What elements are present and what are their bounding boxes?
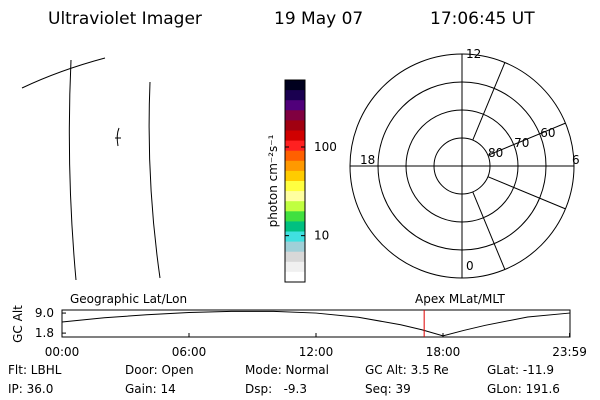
polar-hour-label: 0 xyxy=(466,259,474,273)
info-field: IP: 36.0 xyxy=(8,382,53,396)
colorbar-tick-label: 10 xyxy=(314,229,329,243)
info-field: GC Alt: 3.5 Re xyxy=(365,363,449,377)
colorbar-segment xyxy=(285,241,305,253)
colorbar-segment xyxy=(285,170,305,182)
info-field: Gain: 14 xyxy=(125,382,176,396)
x-tick-label: 18:00 xyxy=(426,345,461,359)
colorbar-segment xyxy=(285,181,305,192)
colorbar-segment xyxy=(285,231,305,243)
colorbar-tick-label: 100 xyxy=(314,140,337,154)
colorbar-segment xyxy=(285,261,305,273)
colorbar: 10 100 xyxy=(284,79,337,283)
polar-ring-label: 60 xyxy=(540,126,555,140)
x-tick-label: 00:00 xyxy=(45,345,80,359)
colorbar-frame xyxy=(284,79,306,283)
info-field: GLat: -11.9 xyxy=(487,363,554,377)
polar-spoke xyxy=(472,191,506,270)
colorbar-segment xyxy=(285,150,305,162)
map-mark xyxy=(115,127,121,147)
colorbar-segment xyxy=(285,120,305,131)
colorbar-segment xyxy=(285,221,305,232)
colorbar-segment xyxy=(285,130,305,142)
colorbar-segment xyxy=(285,211,305,222)
colorbar-segment xyxy=(285,100,305,111)
polar-spoke xyxy=(472,62,506,141)
altitude-line xyxy=(61,310,570,337)
map-line xyxy=(68,59,77,281)
colorbar-label: photon cm⁻²s⁻¹ xyxy=(266,134,280,227)
colorbar-segment xyxy=(285,90,305,101)
polar-hour-label: 12 xyxy=(466,47,481,61)
date: 19 May 07 xyxy=(274,9,363,29)
x-tick-label: 06:00 xyxy=(172,345,207,359)
plot-subtitle: Apex MLat/MLT xyxy=(415,292,505,306)
colorbar-segment xyxy=(285,160,305,172)
y-tick-label: 1.8 xyxy=(35,326,54,340)
polar-spoke xyxy=(487,122,566,156)
info-field: Flt: LBHL xyxy=(8,363,62,377)
x-tick-label: 23:59 xyxy=(552,345,587,359)
map-line xyxy=(148,81,161,279)
colorbar-segment xyxy=(285,191,305,202)
map-grid xyxy=(21,57,161,281)
colorbar-segment xyxy=(285,251,305,263)
info-field: GLon: 191.6 xyxy=(487,382,560,396)
altitude-plot: Geographic Lat/Lon Apex MLat/MLT GC Alt 9.0… xyxy=(11,292,587,359)
time: 17:06:45 UT xyxy=(430,9,535,29)
colorbar-segment xyxy=(285,110,305,121)
colorbar-segment xyxy=(285,271,305,283)
info-panel: Flt: LBHL IP: 36.0 Door: Open Gain: 14 Mode:… xyxy=(8,363,560,396)
plot-title: Geographic Lat/Lon xyxy=(70,292,187,306)
x-tick-label: 12:00 xyxy=(299,345,334,359)
colorbar-segment xyxy=(285,80,305,91)
polar-hour-label: 6 xyxy=(572,153,580,167)
polar-spoke xyxy=(487,176,566,210)
polar-ring-label: 80 xyxy=(488,146,503,160)
map-line xyxy=(21,57,106,89)
title: Ultraviolet Imager xyxy=(48,9,202,29)
y-axis-label: GC Alt xyxy=(11,305,25,343)
colorbar-segment xyxy=(285,140,305,152)
colorbar-segment xyxy=(285,201,305,212)
info-field: Door: Open xyxy=(125,363,194,377)
y-tick-label: 9.0 xyxy=(35,306,54,320)
polar-hour-label: 18 xyxy=(360,153,375,167)
info-field: Mode: Normal xyxy=(245,363,329,377)
info-field: Dsp: -9.3 xyxy=(245,382,307,396)
info-field: Seq: 39 xyxy=(365,382,411,396)
